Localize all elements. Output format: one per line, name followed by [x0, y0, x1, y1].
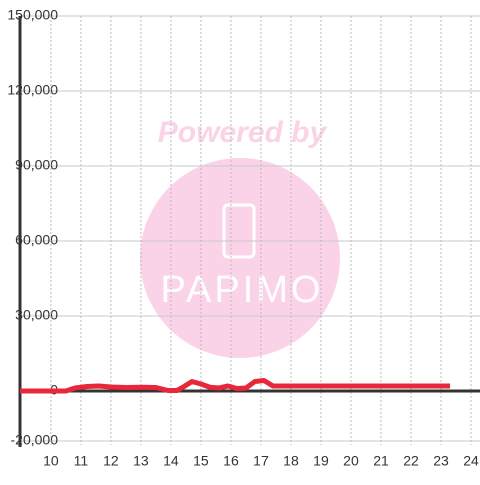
y-tick-label: 30,000	[15, 307, 58, 323]
x-tick-label: 11	[74, 453, 89, 469]
x-tick-label: 23	[433, 453, 449, 469]
y-tick-label: -20,000	[11, 432, 59, 448]
x-tick-label: 15	[193, 453, 209, 469]
y-tick-label: 60,000	[15, 232, 58, 248]
x-tick-label: 24	[463, 453, 479, 469]
x-tick-label: 19	[313, 453, 329, 469]
x-tick-label: 12	[103, 453, 119, 469]
x-tick-label: 17	[253, 453, 269, 469]
x-tick-label: 13	[133, 453, 149, 469]
x-tick-label: 14	[163, 453, 179, 469]
x-tick-label: 10	[43, 453, 59, 469]
data-line	[20, 378, 450, 394]
watermark-phone	[222, 203, 256, 259]
watermark-text: Powered by	[158, 116, 328, 149]
watermark-logo: PAPIMO	[161, 269, 324, 311]
x-tick-label: 16	[223, 453, 239, 469]
x-tick-label: 22	[403, 453, 419, 469]
x-tick-label: 21	[373, 453, 389, 469]
x-tick-label: 20	[343, 453, 359, 469]
y-tick-label: 90,000	[15, 157, 58, 173]
x-tick-label: 18	[283, 453, 299, 469]
